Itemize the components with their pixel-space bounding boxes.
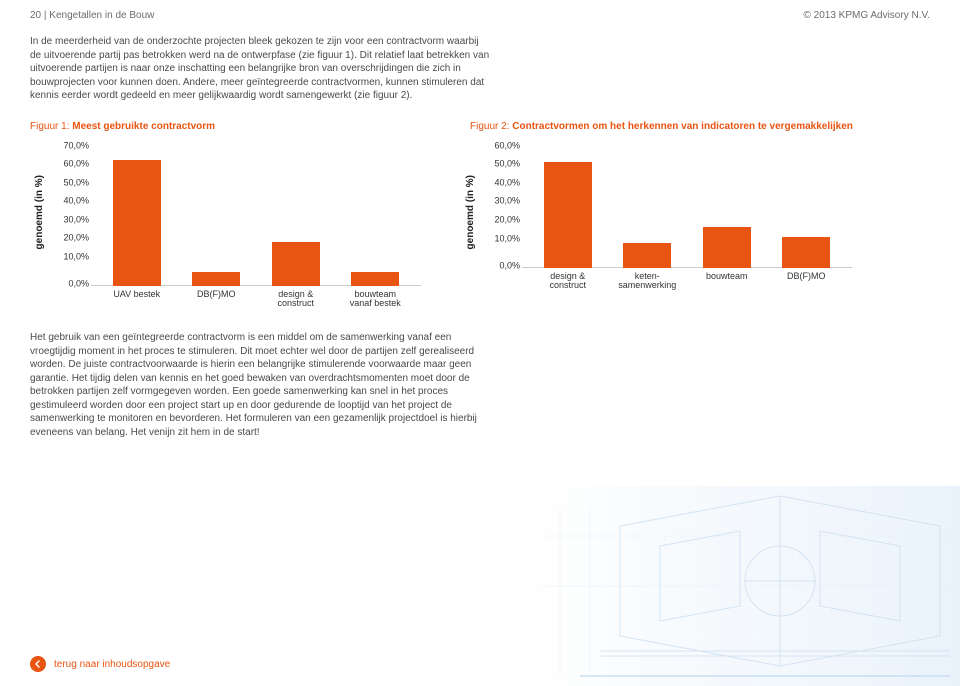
x-label: design &construct bbox=[256, 290, 336, 310]
paragraph-1: In de meerderheid van de onderzochte pro… bbox=[0, 27, 520, 103]
chart-2-x-labels: design &constructketen-samenwerkingbouwt… bbox=[522, 268, 852, 292]
x-label: DB(F)MO bbox=[177, 290, 257, 310]
y-tick: 70,0% bbox=[49, 141, 89, 150]
y-tick: 50,0% bbox=[49, 178, 89, 187]
y-tick: 30,0% bbox=[49, 215, 89, 224]
bar bbox=[703, 227, 751, 268]
y-tick: 30,0% bbox=[480, 197, 520, 206]
y-tick: 60,0% bbox=[480, 141, 520, 150]
x-label: UAV bestek bbox=[97, 290, 177, 310]
figure-2-label: Figuur 2: bbox=[470, 121, 512, 132]
x-label: DB(F)MO bbox=[767, 272, 847, 292]
bar bbox=[192, 272, 240, 286]
chart-1-plot: 70,0%60,0%50,0%40,0%30,0%20,0%10,0%0,0% bbox=[91, 146, 421, 286]
back-to-toc-label: terug naar inhoudsopgave bbox=[54, 659, 170, 670]
y-tick: 40,0% bbox=[480, 178, 520, 187]
y-tick: 50,0% bbox=[480, 160, 520, 169]
chart-2: genoemd (in %) 60,0%50,0%40,0%30,0%20,0%… bbox=[461, 146, 852, 310]
x-label: bouwteamvanaf bestek bbox=[336, 290, 416, 310]
bar bbox=[351, 272, 399, 286]
header-right: © 2013 KPMG Advisory N.V. bbox=[804, 10, 931, 21]
y-tick: 40,0% bbox=[49, 197, 89, 206]
x-label: bouwteam bbox=[687, 272, 767, 292]
chart-1-x-labels: UAV bestekDB(F)MOdesign &constructbouwte… bbox=[91, 286, 421, 310]
y-tick: 10,0% bbox=[480, 234, 520, 243]
header-left: 20 | Kengetallen in de Bouw bbox=[30, 10, 154, 21]
blueprint-background bbox=[480, 486, 960, 686]
y-tick: 60,0% bbox=[49, 160, 89, 169]
bar bbox=[623, 243, 671, 267]
figure-1-title: Figuur 1: Meest gebruikte contractvorm bbox=[30, 121, 470, 132]
y-tick: 10,0% bbox=[49, 252, 89, 261]
chart-2-plot: 60,0%50,0%40,0%30,0%20,0%10,0%0,0% bbox=[522, 146, 852, 268]
chart-1-y-label: genoemd (in %) bbox=[30, 175, 49, 249]
y-tick: 0,0% bbox=[49, 280, 89, 289]
bar bbox=[272, 242, 320, 286]
x-label: keten-samenwerking bbox=[608, 272, 688, 292]
x-label: design &construct bbox=[528, 272, 608, 292]
paragraph-2: Het gebruik van een geïntegreerde contra… bbox=[0, 309, 520, 439]
bar bbox=[113, 160, 161, 286]
arrow-left-icon bbox=[30, 656, 46, 672]
bar bbox=[782, 237, 830, 268]
chart-2-y-label: genoemd (in %) bbox=[461, 175, 480, 249]
figure-2-title: Figuur 2: Contractvormen om het herkenne… bbox=[470, 121, 930, 132]
chart-1: genoemd (in %) 70,0%60,0%50,0%40,0%30,0%… bbox=[30, 146, 421, 310]
back-to-toc-link[interactable]: terug naar inhoudsopgave bbox=[30, 656, 170, 672]
figure-1-desc: Meest gebruikte contractvorm bbox=[72, 121, 215, 132]
figure-1-label: Figuur 1: bbox=[30, 121, 72, 132]
y-tick: 20,0% bbox=[49, 234, 89, 243]
y-tick: 20,0% bbox=[480, 216, 520, 225]
bar bbox=[544, 162, 592, 268]
figure-2-desc: Contractvormen om het herkennen van indi… bbox=[512, 121, 853, 132]
y-tick: 0,0% bbox=[480, 262, 520, 271]
